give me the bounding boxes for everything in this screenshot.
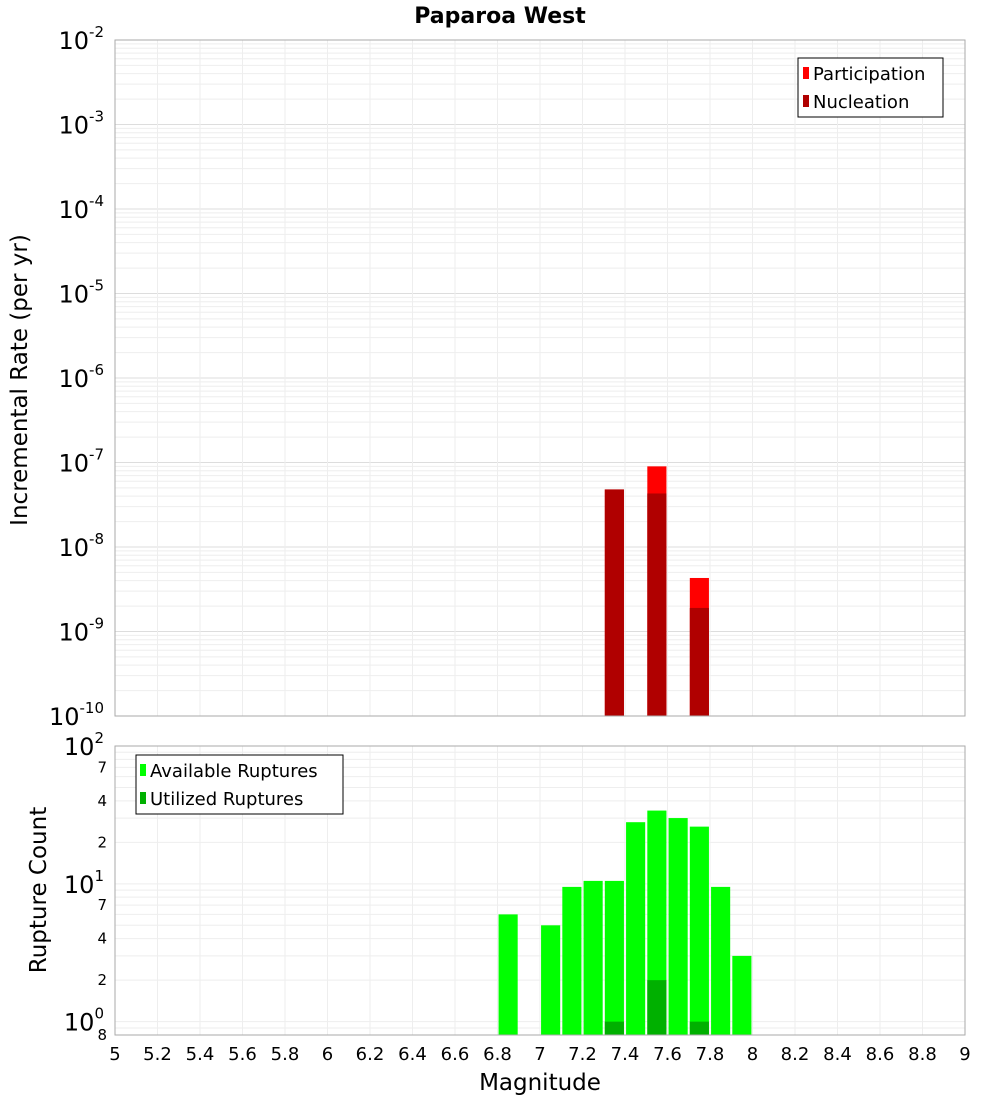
count-y-major-tick-label: 102: [64, 729, 104, 761]
count-y-minor-tick-label: 4: [97, 792, 107, 810]
count-y-minor-tick-label: 2: [97, 971, 107, 989]
count-y-minor-tick-label: 7: [97, 758, 107, 776]
count-y-minor-tick-label: 4: [97, 930, 107, 948]
x-tick-label: 7: [534, 1044, 545, 1065]
count-y-major-tick-label: 100: [64, 1005, 104, 1037]
available-ruptures-bar: [626, 822, 646, 1035]
x-tick-label: 7.2: [568, 1044, 597, 1065]
rate-gridlines: [114, 40, 966, 717]
x-tick-label: 7.8: [696, 1044, 725, 1065]
utilized-ruptures-bar: [647, 980, 667, 1035]
available-ruptures-bar: [711, 886, 731, 1035]
x-tick-label: 5: [109, 1044, 120, 1065]
x-tick-label: 5.4: [186, 1044, 215, 1065]
x-tick-label: 8.4: [823, 1044, 852, 1065]
rate-y-tick-label: 10-7: [58, 446, 104, 478]
available-ruptures-bar: [541, 925, 561, 1035]
rate-panel: 10-10 10-9 10-8 10-7 10-6 10-5 10-4 10-3 10-2 In…: [7, 23, 966, 731]
x-tick-label: 6.4: [398, 1044, 427, 1065]
x-tick-label: 5.8: [271, 1044, 300, 1065]
rate-legend: Participation Nucleation: [797, 57, 944, 118]
nucleation-legend-label: Nucleation: [813, 92, 909, 113]
nucleation-legend-swatch: [803, 95, 809, 107]
rate-y-tick-label: 10-5: [58, 277, 104, 309]
x-tick-label: 5.2: [143, 1044, 172, 1065]
rate-y-tick-label: 10-6: [58, 361, 104, 393]
nucleation-bar: [604, 489, 624, 716]
rate-y-tick-labels: 10-10 10-9 10-8 10-7 10-6 10-5 10-4 10-3 10-2: [49, 23, 104, 731]
nucleation-bar: [647, 493, 667, 716]
count-y-minor-tick-label: 8: [97, 1026, 107, 1044]
utilized-ruptures-bar: [604, 1021, 624, 1035]
x-tick-label: 8.8: [908, 1044, 937, 1065]
x-tick-label: 6.6: [441, 1044, 470, 1065]
x-tick-label: 8.6: [866, 1044, 895, 1065]
count-y-axis-label: Rupture Count: [26, 807, 52, 973]
x-tick-labels: 5 5.2 5.4 5.6 5.8 6 6.2 6.4 6.6 6.8 7 7.2 7.4 7.6 7.8 8…: [109, 1044, 970, 1065]
rate-plot-border: [114, 39, 966, 717]
available-ruptures-bar: [562, 886, 582, 1035]
available-ruptures-bar: [498, 914, 518, 1035]
rate-y-axis-label: Incremental Rate (per yr): [7, 234, 33, 526]
count-legend-box: [135, 754, 344, 815]
x-tick-label: 5.6: [228, 1044, 257, 1065]
x-tick-label: 6.2: [356, 1044, 385, 1065]
participation-legend-swatch: [803, 67, 809, 79]
available-ruptures-bar: [689, 826, 709, 1035]
rate-y-tick-label: 10-9: [58, 615, 104, 647]
x-tick-label: 6.8: [483, 1044, 512, 1065]
count-plot-border: [114, 745, 966, 1036]
rate-bars: [604, 466, 709, 716]
nucleation-bar: [689, 607, 709, 716]
available-ruptures-bar: [668, 818, 688, 1035]
available-ruptures-bar: [604, 880, 624, 1035]
rate-y-tick-label: 10-8: [58, 530, 104, 562]
utilized-legend-label: Utilized Ruptures: [150, 789, 303, 810]
available-ruptures-bar: [647, 810, 667, 1035]
rate-y-tick-label: 10-2: [58, 23, 104, 55]
rate-legend-box: [797, 57, 944, 118]
count-y-minor-tick-label: 7: [97, 896, 107, 914]
available-legend-label: Available Ruptures: [150, 761, 318, 782]
count-y-major-tick-label: 101: [64, 867, 104, 899]
available-ruptures-bar: [732, 955, 752, 1035]
participation-legend-label: Participation: [813, 64, 925, 85]
x-tick-label: 8.2: [781, 1044, 810, 1065]
count-y-tick-labels: 100 101 102 8 2 4 7 2 4 7: [64, 729, 107, 1044]
x-tick-label: 7.4: [611, 1044, 640, 1065]
x-tick-label: 7.6: [653, 1044, 682, 1065]
x-tick-label: 9: [959, 1044, 970, 1065]
rate-y-tick-label: 10-3: [58, 108, 104, 140]
count-panel: 100 101 102 8 2 4 7 2 4 7 5 5.2 5.4 5.6 5.8 6 6.2 6.4 6.6…: [26, 729, 971, 1096]
available-legend-swatch: [140, 764, 146, 776]
chart-title: Paparoa West: [414, 4, 586, 29]
count-bars: [498, 810, 752, 1035]
x-axis-label: Magnitude: [479, 1070, 601, 1096]
count-y-minor-tick-label: 2: [97, 833, 107, 851]
x-tick-label: 6: [322, 1044, 333, 1065]
utilized-legend-swatch: [140, 792, 146, 804]
rate-y-tick-label: 10-4: [58, 192, 104, 224]
x-tick-label: 8: [747, 1044, 758, 1065]
count-legend: Available Ruptures Utilized Ruptures: [135, 754, 344, 815]
available-ruptures-bar: [583, 880, 603, 1035]
rate-y-tick-label: 10-10: [49, 699, 104, 731]
utilized-ruptures-bar: [689, 1021, 709, 1035]
